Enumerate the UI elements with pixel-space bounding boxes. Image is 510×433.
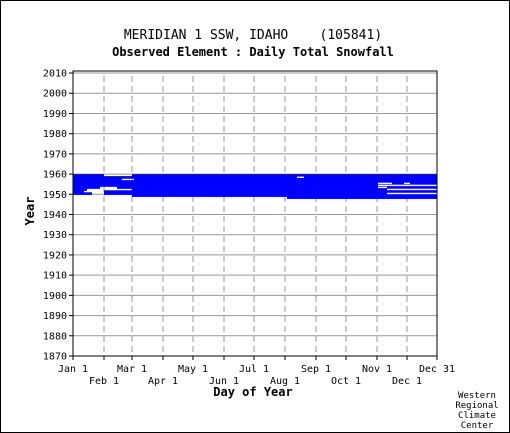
y-tick-label: 1880	[43, 331, 67, 342]
missing-gap	[387, 188, 437, 191]
credit-line-1: Western	[458, 391, 496, 401]
y-tick-label: 1920	[43, 250, 67, 261]
y-tick-label: 1980	[43, 129, 67, 140]
data-segment	[73, 184, 437, 187]
data-segment	[73, 188, 87, 191]
data-segment	[73, 186, 100, 189]
chart-title: MERIDIAN 1 SSW, IDAHO (105841)	[124, 28, 382, 43]
x-tick-label: Aug 1	[270, 376, 300, 387]
x-tick-label: Feb 1	[89, 376, 119, 387]
data-segment	[73, 176, 437, 179]
y-tick-label: 2000	[43, 89, 67, 100]
y-tick-label: 1940	[43, 210, 67, 221]
credit-line-4: Center	[461, 421, 494, 431]
chart-subtitle: Observed Element : Daily Total Snowfall	[112, 45, 394, 59]
y-tick-label: 1910	[43, 271, 67, 282]
tick-layer: 2010 2000 1990 1980 1970 1960 1950 1940 1930 1920…	[43, 69, 455, 387]
data-segment	[287, 196, 437, 199]
x-tick-label: May 1	[178, 364, 208, 375]
y-tick-label: 1950	[43, 190, 67, 201]
data-segment	[73, 174, 104, 177]
y-tick-label: 1990	[43, 109, 67, 120]
grid-layer	[73, 72, 437, 357]
x-tick-label: Apr 1	[148, 376, 178, 387]
y-axis-title: Year	[23, 197, 37, 226]
credit-block: Western Regional Climate Center	[455, 391, 498, 431]
y-tick-label: 1970	[43, 149, 67, 160]
x-tick-label: Jun 1	[209, 376, 239, 387]
data-segment	[132, 188, 437, 191]
data-segment	[73, 180, 437, 183]
data-segment	[104, 192, 437, 195]
data-segment	[73, 190, 84, 193]
y-tick-label: 1890	[43, 311, 67, 322]
credit-line-2: Regional	[455, 401, 498, 411]
missing-gap	[378, 182, 392, 185]
data-layer	[73, 174, 437, 199]
x-tick-label: Dec 1	[392, 376, 422, 387]
plot-border	[72, 70, 438, 357]
x-tick-label: Mar 1	[117, 364, 147, 375]
data-segment	[132, 194, 437, 197]
data-segment	[73, 192, 92, 195]
x-tick-label: Sep 1	[301, 364, 331, 375]
credit-line-3: Climate	[458, 411, 496, 421]
x-axis-title: Day of Year	[213, 385, 292, 399]
x-tick-label: Jan 1	[58, 364, 88, 375]
y-tick-label: 1870	[43, 352, 67, 363]
x-tick-label: Nov 1	[362, 364, 392, 375]
missing-gap	[387, 192, 437, 195]
data-segment	[104, 190, 437, 193]
data-segment	[73, 182, 437, 185]
y-tick-label: 1930	[43, 230, 67, 241]
data-segment	[132, 174, 437, 177]
x-tick-label: Dec 31	[419, 364, 455, 375]
data-segment	[117, 186, 437, 189]
missing-gap	[378, 184, 437, 187]
y-tick-label: 2010	[43, 69, 67, 80]
missing-gap	[297, 176, 304, 179]
y-tick-label: 1960	[43, 170, 67, 181]
y-tick-label: 1900	[43, 291, 67, 302]
data-segment	[73, 178, 122, 181]
data-segment	[134, 178, 437, 181]
x-tick-label: Jul 1	[239, 364, 269, 375]
missing-gap	[378, 186, 387, 189]
x-tick-label: Oct 1	[331, 376, 361, 387]
missing-gap	[404, 182, 410, 185]
